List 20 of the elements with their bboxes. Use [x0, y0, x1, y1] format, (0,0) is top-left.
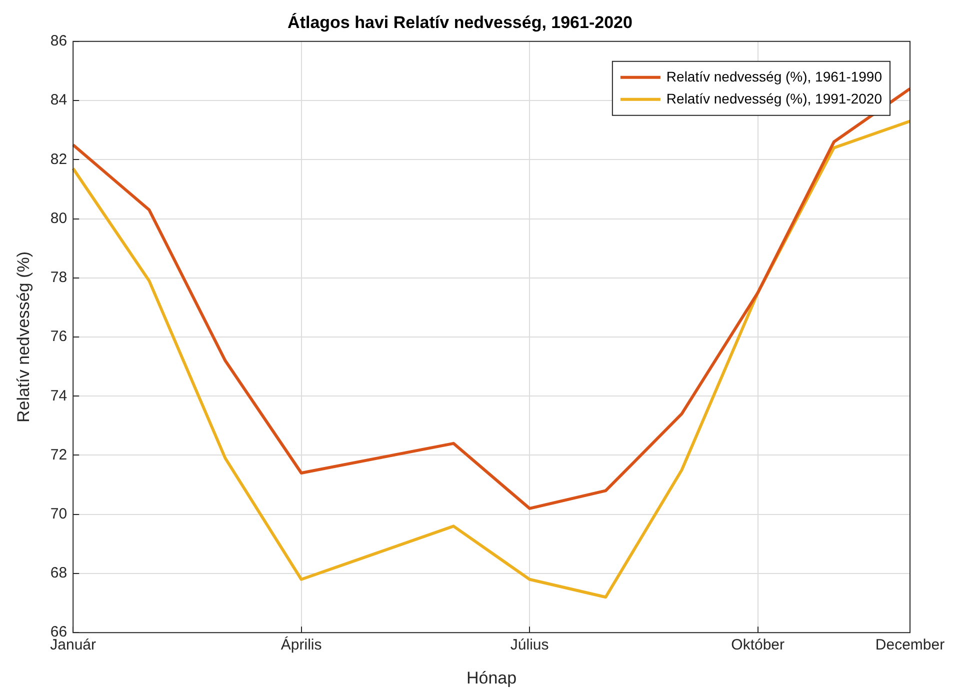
y-tick-label: 84 — [50, 92, 68, 109]
x-tick-label: Január — [50, 636, 96, 654]
y-axis-title: Relatív nedvesség (%) — [14, 251, 33, 423]
x-tick-label: Július — [510, 636, 549, 654]
y-tick-label: 80 — [50, 210, 68, 227]
x-tick-label: Április — [280, 636, 322, 654]
y-tick-label: 76 — [50, 328, 68, 346]
x-tick-label: Október — [731, 636, 785, 654]
legend-label: Relatív nedvesség (%), 1991-2020 — [666, 90, 882, 106]
y-tick-label: 68 — [50, 564, 68, 582]
y-tick-label: 70 — [50, 506, 68, 522]
y-tick-label: 72 — [50, 446, 68, 464]
y-tick-label: 78 — [50, 269, 68, 286]
y-tick-label: 74 — [50, 387, 68, 404]
y-tick-label: 86 — [50, 32, 68, 50]
legend-label: Relatív nedvesség (%), 1961-1990 — [666, 68, 882, 84]
y-tick-label: 82 — [50, 150, 68, 168]
chart-title: Átlagos havi Relatív nedvesség, 1961-2020 — [288, 12, 632, 32]
x-axis-title: Hónap — [466, 668, 517, 688]
x-tick-label: December — [875, 636, 945, 654]
